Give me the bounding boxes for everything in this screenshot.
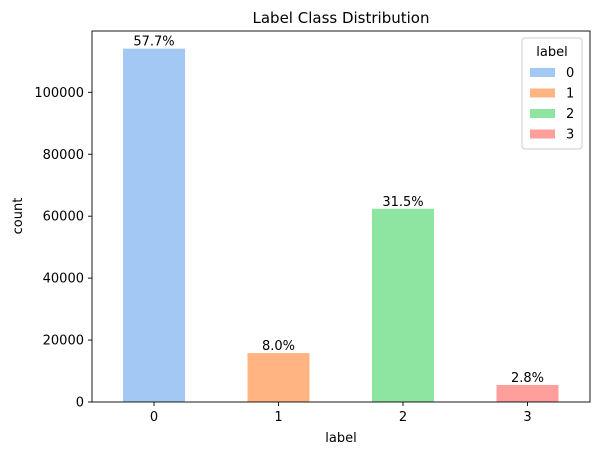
x-tick-label-3: 3 (523, 410, 531, 425)
legend-label-1: 1 (566, 87, 574, 102)
legend-label-2: 2 (566, 107, 574, 122)
x-axis-label: label (325, 431, 356, 446)
legend-label-3: 3 (566, 128, 574, 143)
legend-swatch-1 (530, 88, 555, 98)
legend-swatch-2 (530, 109, 555, 118)
data-label-2: 31.5% (382, 195, 423, 210)
y-tick-label-0: 0 (76, 396, 84, 411)
x-tick-label-1: 1 (274, 410, 282, 425)
data-label-3: 2.8% (511, 371, 544, 386)
y-tick-label-40000: 40000 (43, 272, 84, 287)
x-axis: 0 1 2 3 (150, 402, 532, 425)
bars-group (123, 48, 559, 403)
legend: label 0 1 2 3 (521, 37, 583, 150)
y-tick-label-80000: 80000 (43, 148, 84, 163)
y-axis-label: count (11, 198, 26, 235)
x-tick-label-2: 2 (399, 410, 407, 425)
legend-swatch-3 (530, 129, 555, 139)
bar-1 (247, 353, 310, 402)
x-tick-label-0: 0 (150, 410, 158, 425)
plot-frame (91, 30, 591, 403)
data-label-0: 57.7% (133, 35, 174, 50)
y-tick-label-20000: 20000 (43, 334, 84, 349)
legend-title: label (536, 45, 567, 60)
legend-swatch-0 (530, 68, 555, 77)
data-labels-group: 57.7% 8.0% 31.5% 2.8% (133, 35, 544, 386)
bar-3 (496, 384, 559, 402)
bar-0 (123, 48, 185, 403)
y-tick-label-60000: 60000 (43, 210, 84, 225)
legend-label-0: 0 (566, 66, 574, 81)
bar-2 (372, 208, 434, 402)
data-label-1: 8.0% (262, 339, 295, 354)
chart-title: Label Class Distribution (253, 9, 430, 27)
y-axis: 0 20000 40000 60000 80000 100000 (34, 86, 92, 411)
y-tick-label-100000: 100000 (34, 86, 84, 101)
